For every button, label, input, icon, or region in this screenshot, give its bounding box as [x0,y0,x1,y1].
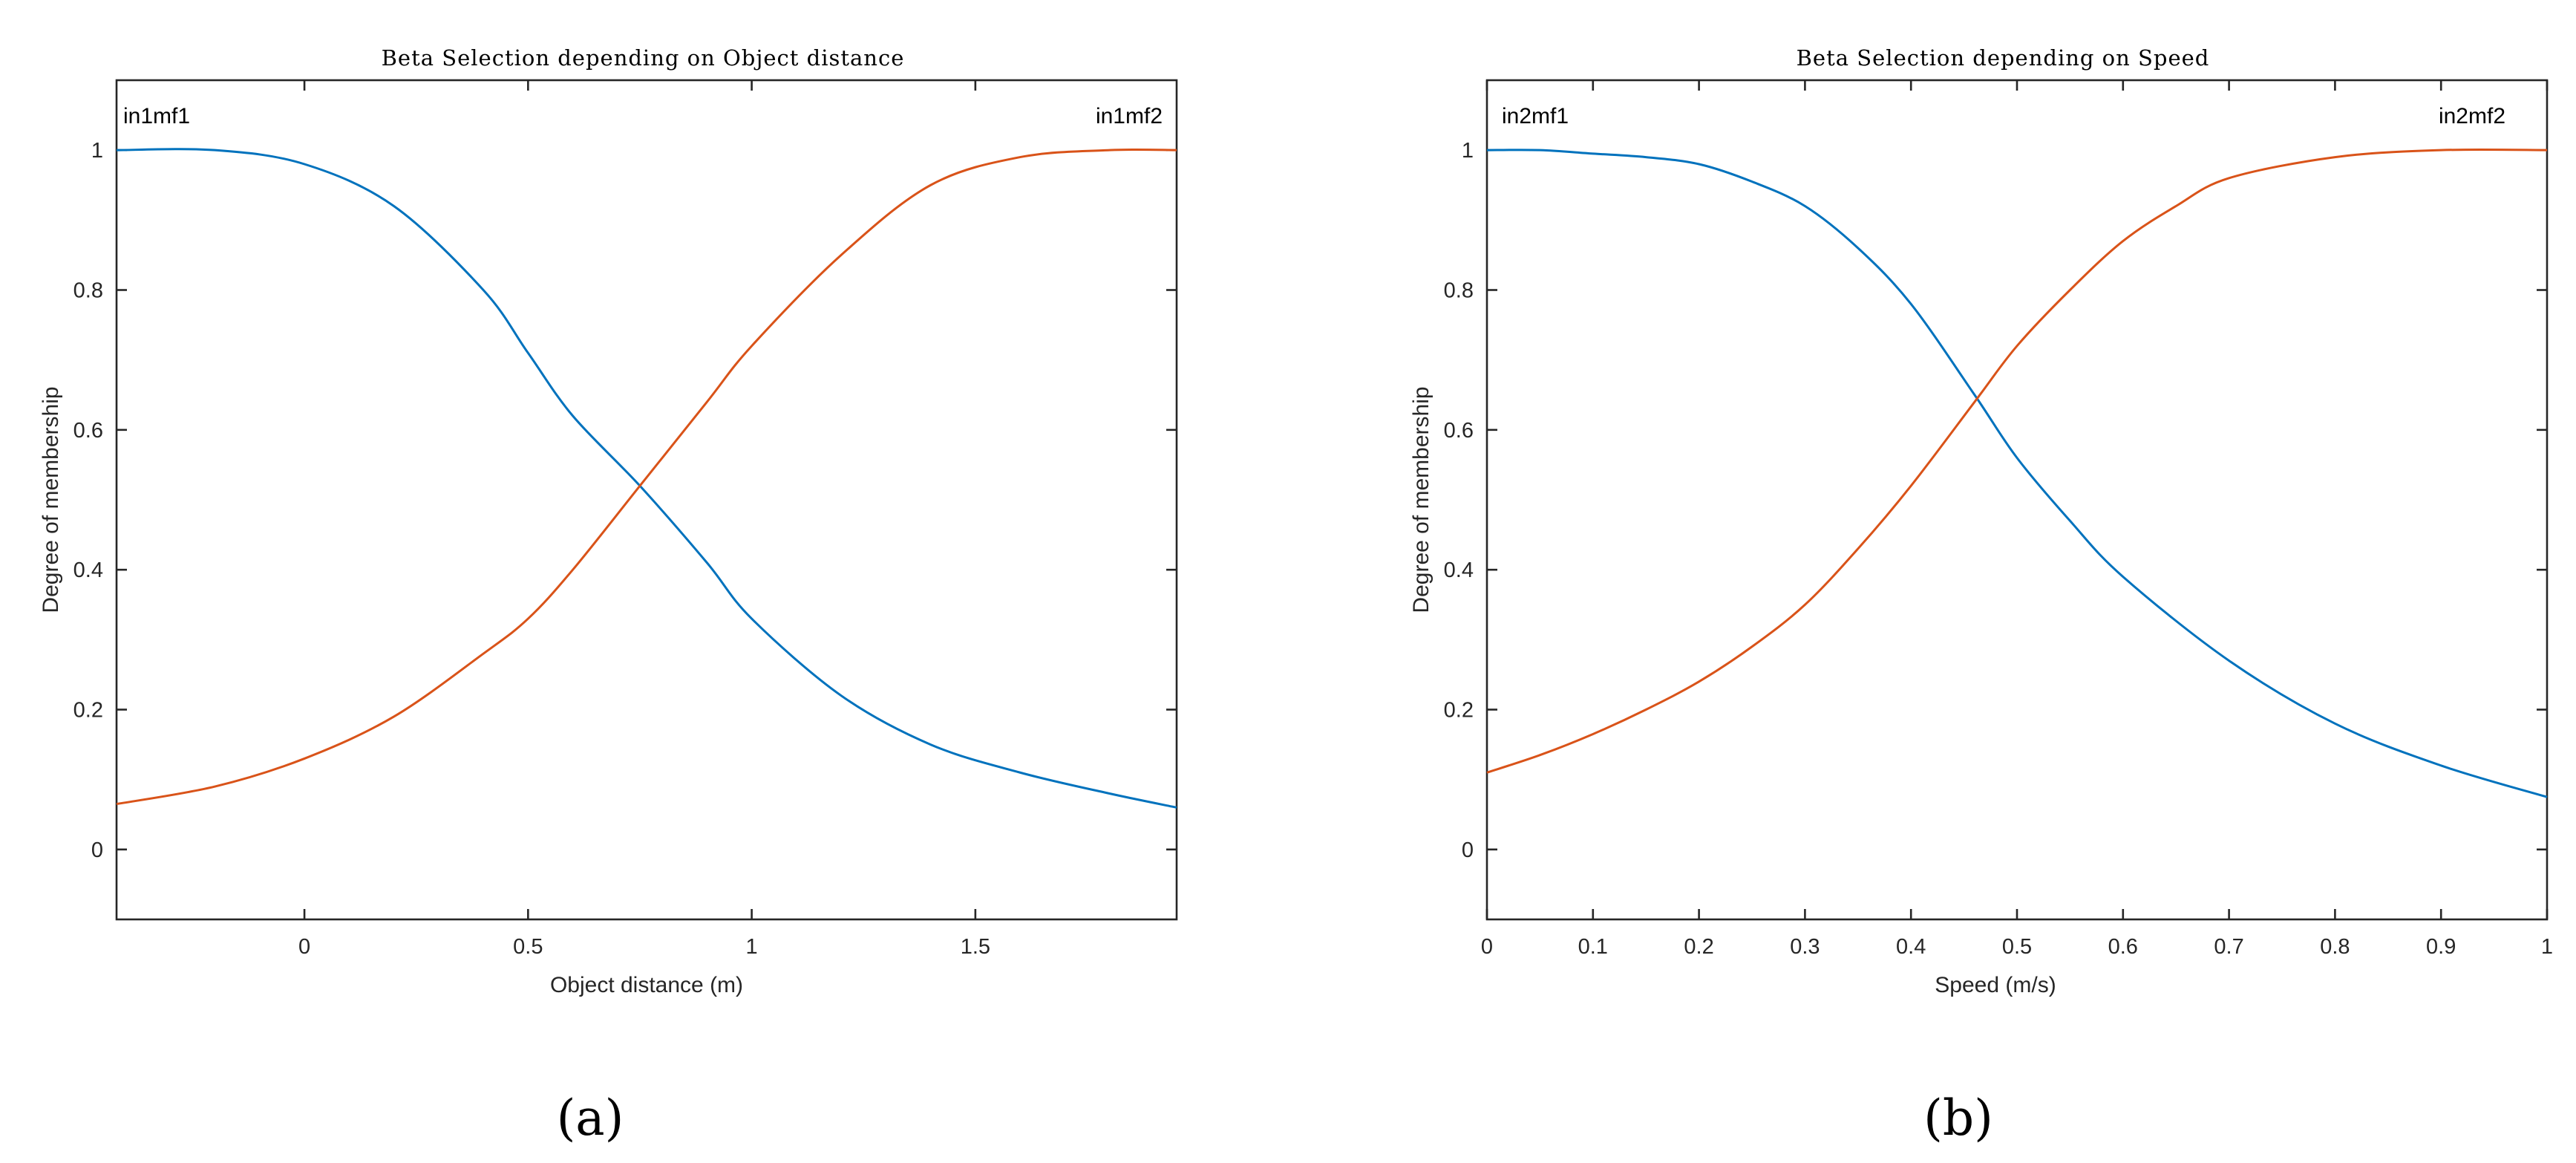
chart-b-ytick-label: 0 [1462,838,1474,862]
chart-a-frame [115,79,1178,921]
chart-b-xtick-label: 0 [1481,935,1493,959]
chart-a-xtick-label: 0.5 [513,935,543,959]
chart-b-frame [1485,79,2549,921]
chart-b-ylabel: Degree of membership [1409,386,1434,613]
chart-b-xtick-label: 0.9 [2426,935,2456,959]
chart-a-ytick-label: 0 [91,838,103,862]
chart-b-series-label-1: in2mf1 [1502,104,1569,128]
chart-b-ytick-label: 0.4 [1444,558,1474,582]
chart-a-yticks: 0 0.2 0.4 0.6 0.8 1 [73,139,1177,862]
chart-a-series-label-2: in1mf2 [1096,104,1163,128]
chart-b-series-label-2: in2mf2 [2439,104,2505,128]
chart-a-ytick-label: 0.4 [73,558,103,582]
chart-b-yticks: 0 0.2 0.4 0.6 0.8 1 [1444,139,2547,862]
chart-a-ytick-label: 1 [91,139,103,163]
chart-b-ytick-label: 1 [1462,139,1474,163]
chart-a-title: Beta Selection depending on Object dista… [382,45,905,71]
chart-a-xtick-label: 0 [298,935,310,959]
chart-b-xtick-label: 1 [2541,935,2553,959]
chart-b-series-line-2 [1486,148,2548,774]
chart-a-panel-label: (a) [557,1089,624,1147]
chart-a-ytick-label: 0.6 [73,419,103,443]
chart-b-xtick-label: 0.4 [1896,935,1926,959]
chart-b-xticks: 0 0.1 0.2 0.3 0.4 0.5 0.6 0.7 0.8 0.9 1 [1481,80,2553,959]
chart-a-series [116,148,1177,809]
chart-b-ytick-label: 0.6 [1444,419,1474,443]
chart-b-xtick-label: 0.7 [2214,935,2243,959]
chart-b-xtick-label: 0.1 [1578,935,1608,959]
chart-a-series-label-1: in1mf1 [123,104,190,128]
chart-a: Beta Selection depending on Object dista… [39,45,1178,1147]
chart-b-ytick-label: 0.2 [1444,699,1474,723]
chart-b-xtick-label: 0.6 [2108,935,2138,959]
chart-a-series-line-2 [116,148,1177,806]
chart-a-xtick-label: 1.5 [961,935,990,959]
chart-a-ytick-label: 0.8 [73,279,103,303]
chart-a-ylabel: Degree of membership [39,386,63,613]
chart-a-xticks: 0 0.5 1 1.5 [298,80,990,959]
chart-b-ytick-label: 0.8 [1444,279,1474,303]
chart-a-xlabel: Object distance (m) [550,973,743,997]
chart-b-series [1486,148,2548,798]
chart-b-xtick-label: 0.5 [2002,935,2032,959]
chart-b-xtick-label: 0.2 [1684,935,1713,959]
chart-b: Beta Selection depending on Speed 0 0.2 0.… [1409,45,2553,1147]
chart-a-ytick-label: 0.2 [73,699,103,723]
chart-b-panel-label: (b) [1923,1089,1993,1147]
chart-b-xlabel: Speed (m/s) [1935,973,2056,997]
chart-b-title: Beta Selection depending on Speed [1797,45,2210,71]
chart-a-xtick-label: 1 [746,935,758,959]
chart-b-xtick-label: 0.8 [2320,935,2350,959]
chart-b-xtick-label: 0.3 [1790,935,1820,959]
chart-b-series-line-1 [1486,149,2548,798]
